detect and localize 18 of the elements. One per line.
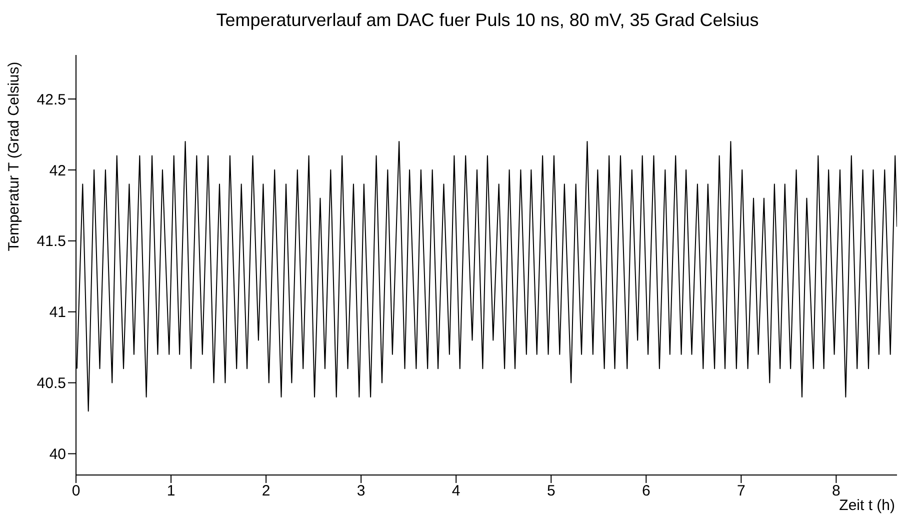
x-tick-label: 2 xyxy=(262,482,270,500)
x-tick-label: 1 xyxy=(166,482,176,500)
y-tick-label: 40 xyxy=(49,446,66,464)
x-tick-label: 3 xyxy=(356,482,366,500)
y-axis-title: Temperatur T (Grad Celsius) xyxy=(6,60,22,254)
x-tick-label: 0 xyxy=(72,482,80,500)
x-tick-label: 7 xyxy=(736,482,746,500)
chart-title: Temperaturverlauf am DAC fuer Puls 10 ns, 80 mV, 35 Grad Celsius xyxy=(215,10,760,31)
x-tick-label: 6 xyxy=(642,482,650,500)
y-tick-label: 40.5 xyxy=(36,375,66,392)
x-tick-label: 5 xyxy=(546,482,556,500)
x-tick-label: 8 xyxy=(832,482,840,500)
x-tick-label: 4 xyxy=(452,482,460,500)
y-tick-label: 41.5 xyxy=(36,233,66,250)
y-tick-label: 42 xyxy=(49,162,66,180)
y-tick-label: 42.5 xyxy=(36,91,66,108)
y-tick-label: 41 xyxy=(49,304,66,322)
x-axis-title: Zeit t (h) xyxy=(839,497,895,514)
